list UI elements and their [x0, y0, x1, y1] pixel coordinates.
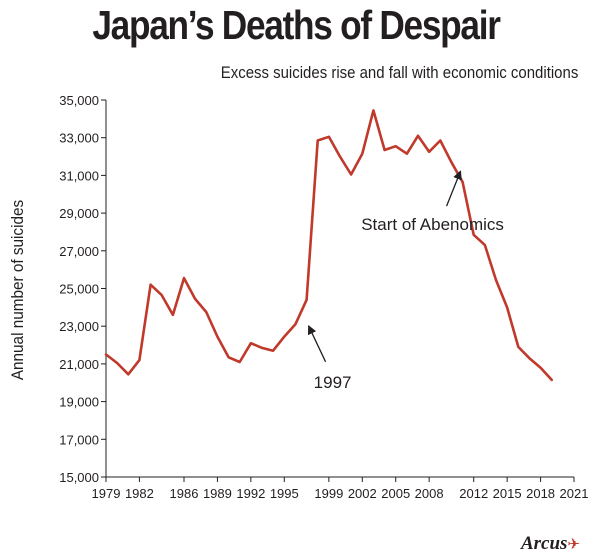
y-tick-label: 35,000: [59, 93, 99, 108]
x-tick-label: 2012: [459, 486, 488, 501]
x-tick-label: 1986: [170, 486, 199, 501]
annotations: 1997 Start of Abenomics: [307, 170, 504, 392]
arrow-abenomics: [445, 170, 462, 207]
y-tick-label: 33,000: [59, 131, 99, 146]
x-tick-label: 1995: [270, 486, 299, 501]
series-layer: [104, 109, 554, 382]
x-tick-label: 1999: [314, 486, 343, 501]
x-tick-label: 2018: [526, 486, 555, 501]
arrow-1997: [307, 324, 327, 363]
y-tick-label: 21,000: [59, 357, 99, 372]
chart-subtitle: Excess suicides rise and fall with econo…: [220, 63, 578, 82]
suicides-series-line: [104, 109, 554, 382]
y-tick-label: 15,000: [59, 470, 99, 485]
y-ticks: 15,000 17,000 19,000 21,000 23,000 25,000 27,0…: [59, 93, 106, 485]
logo-text: Arcus: [520, 533, 568, 554]
y-tick-label: 23,000: [59, 319, 99, 334]
annotation-abenomics: Start of Abenomics: [361, 215, 504, 234]
y-tick-label: 17,000: [59, 432, 99, 447]
y-tick-label: 27,000: [59, 244, 99, 259]
x-tick-label: 1989: [203, 486, 232, 501]
y-tick-label: 19,000: [59, 395, 99, 410]
x-tick-label: 2021: [560, 486, 589, 501]
arcus-logo: Arcus✈: [521, 533, 580, 555]
chart-title: Japan’s Deaths of Despair: [92, 2, 501, 48]
x-tick-label: 2005: [381, 486, 410, 501]
x-tick-label: 1979: [92, 486, 121, 501]
annotation-1997: 1997: [314, 373, 352, 392]
x-ticks: 1979 1982 1986 1989 1992 1995 1999 2002 2005 2008…: [92, 477, 589, 501]
plane-icon: ✈: [567, 537, 580, 553]
x-tick-label: 2015: [493, 486, 522, 501]
x-tick-label: 1982: [125, 486, 154, 501]
y-tick-label: 29,000: [59, 206, 99, 221]
x-tick-label: 2002: [348, 486, 377, 501]
y-tick-label: 25,000: [59, 282, 99, 297]
x-tick-label: 2008: [415, 486, 444, 501]
x-tick-label: 1992: [236, 486, 265, 501]
y-tick-label: 31,000: [59, 168, 99, 183]
